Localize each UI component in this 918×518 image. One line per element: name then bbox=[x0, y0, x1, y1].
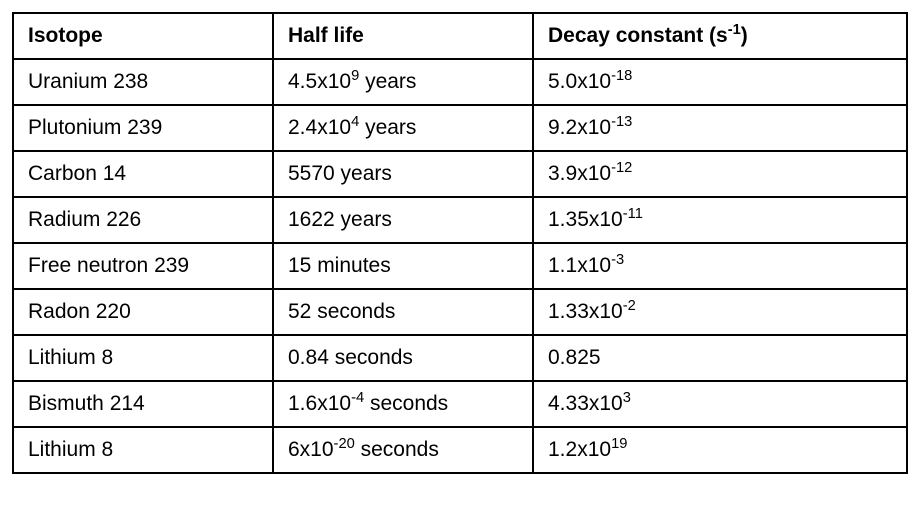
col-header-decay-constant: Decay constant (s-1) bbox=[533, 13, 907, 59]
cell-isotope: Lithium 8 bbox=[13, 427, 273, 473]
table-row: Free neutron 23915 minutes1.1x10-3 bbox=[13, 243, 907, 289]
cell-decay-constant: 1.35x10-11 bbox=[533, 197, 907, 243]
cell-isotope: Radium 226 bbox=[13, 197, 273, 243]
cell-decay-constant: 1.2x1019 bbox=[533, 427, 907, 473]
cell-decay-constant: 1.1x10-3 bbox=[533, 243, 907, 289]
col-header-isotope: Isotope bbox=[13, 13, 273, 59]
cell-isotope: Plutonium 239 bbox=[13, 105, 273, 151]
cell-half-life: 15 minutes bbox=[273, 243, 533, 289]
isotope-table: Isotope Half life Decay constant (s-1) U… bbox=[12, 12, 908, 474]
table-row: Radium 2261622 years1.35x10-11 bbox=[13, 197, 907, 243]
cell-decay-constant: 0.825 bbox=[533, 335, 907, 381]
cell-decay-constant: 4.33x103 bbox=[533, 381, 907, 427]
cell-isotope: Free neutron 239 bbox=[13, 243, 273, 289]
table-header-row: Isotope Half life Decay constant (s-1) bbox=[13, 13, 907, 59]
isotope-table-body: Uranium 2384.5x109 years5.0x10-18Plutoni… bbox=[13, 59, 907, 473]
cell-half-life: 4.5x109 years bbox=[273, 59, 533, 105]
col-header-half-life: Half life bbox=[273, 13, 533, 59]
table-row: Radon 22052 seconds1.33x10-2 bbox=[13, 289, 907, 335]
cell-isotope: Lithium 8 bbox=[13, 335, 273, 381]
cell-isotope: Bismuth 214 bbox=[13, 381, 273, 427]
cell-half-life: 6x10-20 seconds bbox=[273, 427, 533, 473]
cell-decay-constant: 1.33x10-2 bbox=[533, 289, 907, 335]
cell-isotope: Radon 220 bbox=[13, 289, 273, 335]
table-row: Carbon 145570 years3.9x10-12 bbox=[13, 151, 907, 197]
table-row: Bismuth 2141.6x10-4 seconds4.33x103 bbox=[13, 381, 907, 427]
table-row: Uranium 2384.5x109 years5.0x10-18 bbox=[13, 59, 907, 105]
cell-half-life: 5570 years bbox=[273, 151, 533, 197]
cell-isotope: Uranium 238 bbox=[13, 59, 273, 105]
cell-isotope: Carbon 14 bbox=[13, 151, 273, 197]
cell-decay-constant: 9.2x10-13 bbox=[533, 105, 907, 151]
cell-half-life: 2.4x104 years bbox=[273, 105, 533, 151]
cell-half-life: 1622 years bbox=[273, 197, 533, 243]
table-row: Lithium 86x10-20 seconds1.2x1019 bbox=[13, 427, 907, 473]
cell-half-life: 52 seconds bbox=[273, 289, 533, 335]
cell-half-life: 0.84 seconds bbox=[273, 335, 533, 381]
table-row: Plutonium 2392.4x104 years9.2x10-13 bbox=[13, 105, 907, 151]
cell-half-life: 1.6x10-4 seconds bbox=[273, 381, 533, 427]
cell-decay-constant: 5.0x10-18 bbox=[533, 59, 907, 105]
table-row: Lithium 80.84 seconds0.825 bbox=[13, 335, 907, 381]
cell-decay-constant: 3.9x10-12 bbox=[533, 151, 907, 197]
